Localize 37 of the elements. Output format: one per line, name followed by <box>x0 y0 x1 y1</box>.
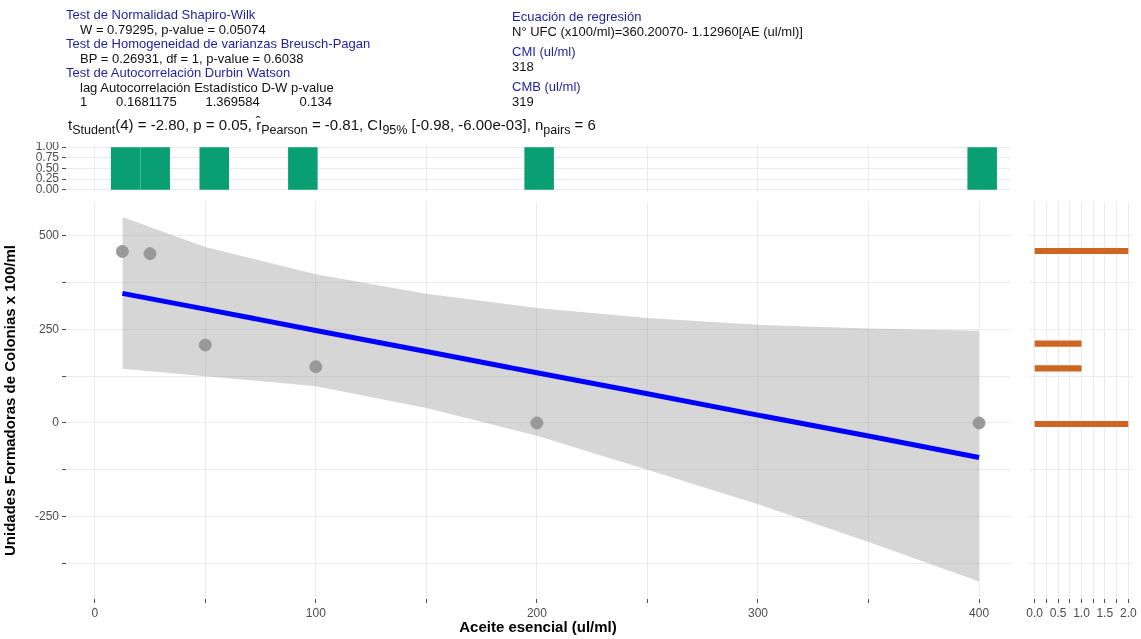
point <box>972 416 986 430</box>
text: CMB (ul/ml) <box>512 79 582 95</box>
y-axis-title: Unidades Formadoras de Colonias x 100/ml <box>1 245 19 556</box>
text: 319 <box>512 93 535 109</box>
point <box>309 360 323 374</box>
text: t$_{Student}$(4) = -2.80, p = 0.05, r̂$_{Pearson}$ = -0.81, CI$_{95%}$ [-0.98, -6.00e-03], n$_{pairs}$ = 6 <box>68 116 596 137</box>
x-tick-label: 0.5 <box>1049 605 1067 620</box>
text: Test de Homogeneidad de varianzas Breusch-Pagan <box>66 36 371 52</box>
text: BP = 0.26931, df = 1, p-value = 0.6038 <box>79 50 304 66</box>
x-axis-title: Aceite esencial (ul/ml) <box>459 618 617 636</box>
y-tick-label: 0 <box>52 415 60 430</box>
y-tick-label: 500 <box>38 228 60 243</box>
point <box>115 244 129 258</box>
text: Test de Normalidad Shapiro-Wilk <box>66 7 257 23</box>
text: Test de Autocorrelación Durbin Watson <box>66 65 292 81</box>
x-tick-label: 1.5 <box>1096 605 1114 620</box>
text: 1 0.1681175 1.369584 0.134 <box>79 94 332 110</box>
y-tick-label: -250 <box>34 508 60 523</box>
x-tick-label: 200 <box>526 605 548 620</box>
x-tick-label: 1.0 <box>1073 605 1091 620</box>
text: Ecuación de regresión <box>512 9 643 25</box>
y-tick-label: 0.00 <box>35 182 60 197</box>
x-tick-label: 300 <box>747 605 769 620</box>
x-tick-label: 2.0 <box>1119 605 1137 620</box>
point <box>198 338 212 352</box>
text: N° UFC (x100/ml)=360.20070- 1.12960[AE (ul/ml)] <box>512 23 803 39</box>
x-tick-label: 0.0 <box>1026 605 1044 620</box>
text: lag Autocorrelación Estadístico D-W p-value <box>79 79 335 95</box>
text: W = 0.79295, p-value = 0.05074 <box>79 21 267 37</box>
x-tick-label: 100 <box>305 605 327 620</box>
text: 318 <box>512 58 535 74</box>
text: CMI (ul/ml) <box>512 44 577 60</box>
y-tick-label: 250 <box>38 321 60 336</box>
x-tick-label: 400 <box>969 605 990 620</box>
point <box>530 416 544 430</box>
point <box>143 247 157 261</box>
x-tick-label: 0 <box>91 605 99 620</box>
